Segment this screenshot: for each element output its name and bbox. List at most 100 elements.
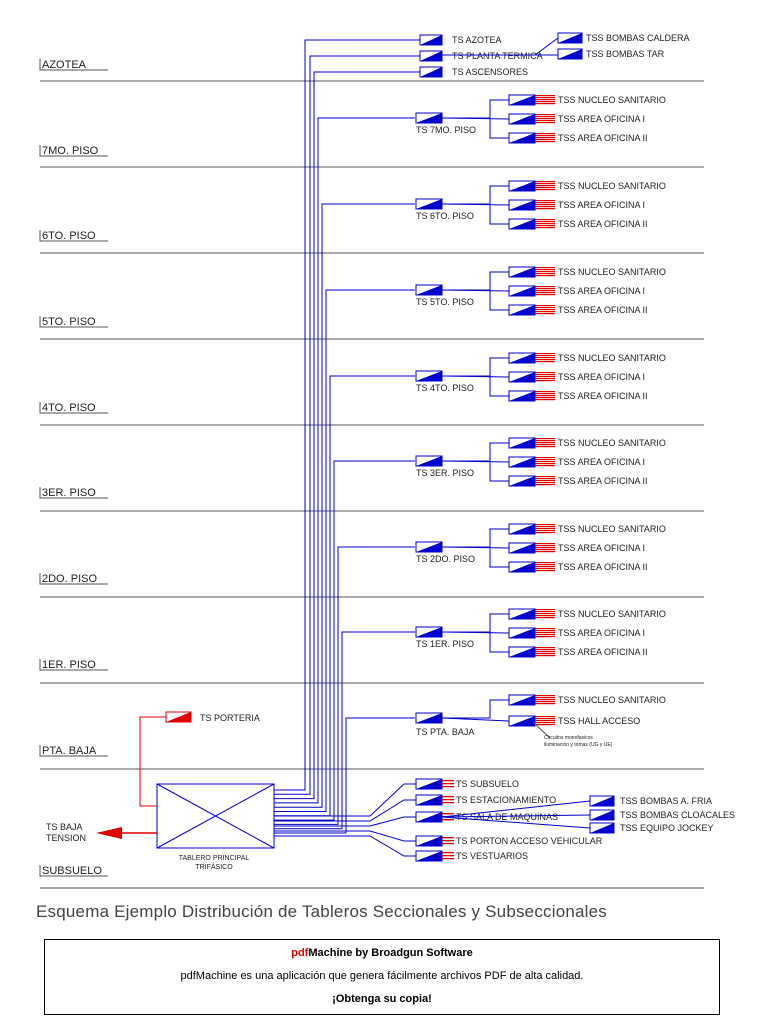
floor-label-bracket-4to xyxy=(39,402,108,414)
sub-board-caldera-label: TSS BOMBAS CALDERA xyxy=(586,33,690,43)
riser-6to xyxy=(274,203,415,808)
riser-2do xyxy=(274,546,415,825)
floor-6-feed-b xyxy=(441,631,510,634)
floor-3-sub-2-stripe xyxy=(535,395,555,397)
sub-board-tar-fill xyxy=(558,49,582,59)
floor-1-sub-label-2: TSS AREA OFICINA II xyxy=(558,219,648,229)
floor-6-feed-a xyxy=(442,613,509,633)
floor-board-3 xyxy=(415,370,443,382)
floor-5-sub-1-stripe xyxy=(535,551,555,553)
floor-0-sub-0-stripe xyxy=(535,101,555,103)
floor-2-feed-a xyxy=(442,271,509,291)
floor-1-sub-0-stripe xyxy=(535,181,555,183)
banner-title: pdfMachine by Broadgun Software xyxy=(45,947,719,959)
floor-6-sub-2-stripe xyxy=(535,651,555,653)
floor-3-sub-2-stripe xyxy=(535,393,555,395)
floor-2-sub-1-box-fill xyxy=(509,286,535,296)
floor-board-label-3: TS 4TO. PISO xyxy=(416,383,474,393)
floor-3-sub-1-stripe xyxy=(535,374,555,376)
low-voltage-arrow-icon xyxy=(96,827,122,839)
floor-0-sub-0-stripe xyxy=(535,103,555,105)
floor-2-sub-0-stripe xyxy=(535,267,555,269)
floor-1-sub-1-stripe xyxy=(535,208,555,210)
floor-1-sub-0-box xyxy=(508,180,536,192)
basement-feed-2 xyxy=(274,816,416,827)
basement-board-stripe-2 xyxy=(442,819,454,821)
maquinas-feed-1 xyxy=(441,814,591,818)
ground-sub-0-stripe xyxy=(535,703,555,705)
basement-board-2-fill xyxy=(416,812,442,822)
floor-board-2-fill xyxy=(416,285,442,295)
floor-3-sub-0-stripe xyxy=(535,357,555,359)
ground-board-label: TS PTA. BAJA xyxy=(416,727,474,737)
basement-board-label-2: TS SALA DE MAQUINAS xyxy=(456,812,558,822)
floor-label-3er: 3ER. PISO xyxy=(42,487,96,499)
floor-4-sub-0-stripe xyxy=(535,440,555,442)
floor-5-sub-1-stripe xyxy=(535,547,555,549)
floor-2-sub-0-box-fill xyxy=(509,267,535,277)
floor-6-sub-0-stripe xyxy=(535,613,555,615)
floor-6-sub-1-stripes xyxy=(535,628,555,638)
floor-label-azotea: AZOTEA xyxy=(42,59,87,71)
floor-3-sub-label-2: TSS AREA OFICINA II xyxy=(558,391,648,401)
floor-5-sub-0-stripe xyxy=(535,526,555,528)
floor-board-6-fill xyxy=(416,627,442,637)
floor-4-sub-0-box xyxy=(508,437,536,449)
floor-1-sub-2-stripe xyxy=(535,227,555,229)
floor-1-sub-label-1: TSS AREA OFICINA I xyxy=(558,200,645,210)
ground-sub-label-1: TSS HALL ACCESO xyxy=(558,716,640,726)
floor-0-sub-1-stripe xyxy=(535,120,555,122)
porteria-panel-fill xyxy=(166,712,191,722)
floor-board-5-fill xyxy=(416,542,442,552)
floor-4-sub-2-stripe xyxy=(535,482,555,484)
floor-1-sub-2-stripe xyxy=(535,225,555,227)
basement-board-stripe-1 xyxy=(442,802,454,804)
floor-board-label-1: TS 6TO. PISO xyxy=(416,211,474,221)
floor-4-sub-1-stripe xyxy=(535,461,555,463)
floor-3-sub-0-stripe xyxy=(535,361,555,363)
floor-5-sub-0-stripe xyxy=(535,530,555,532)
basement-board-label-0: TS SUBSUELO xyxy=(456,779,519,789)
floor-4-sub-2-stripe xyxy=(535,480,555,482)
floor-3-sub-0-stripes xyxy=(535,353,555,363)
basement-feed-0 xyxy=(274,783,416,817)
floor-4-feed-b xyxy=(441,460,510,463)
floor-0-sub-1-stripe xyxy=(535,114,555,116)
ground-sub-1-stripe xyxy=(535,718,555,720)
floor-6-sub-2-stripe xyxy=(535,649,555,651)
floor-0-sub-0-stripe xyxy=(535,95,555,97)
floor-5-sub-2-box xyxy=(508,561,536,573)
floor-3-sub-label-0: TSS NUCLEO SANITARIO xyxy=(558,353,666,363)
floor-1-sub-2-box-fill xyxy=(509,219,535,229)
riser-1er xyxy=(274,631,415,830)
floor-label-7mo: 7MO. PISO xyxy=(42,145,99,157)
ground-note-1: Circuitos monofasicos xyxy=(544,735,593,741)
floor-board-2 xyxy=(415,284,443,296)
floor-3-sub-0-stripe xyxy=(535,359,555,361)
maquinas-feed-0 xyxy=(441,800,591,818)
floor-5-sub-1-box-fill xyxy=(509,543,535,553)
riser-5to xyxy=(274,289,415,812)
floor-6-sub-2-box xyxy=(508,646,536,658)
floor-6-sub-2-stripe xyxy=(535,655,555,657)
floor-4-sub-label-2: TSS AREA OFICINA II xyxy=(558,476,648,486)
floor-0-sub-1-stripe xyxy=(535,122,555,124)
floor-1-sub-2-stripes xyxy=(535,219,555,229)
maquinas-sub-label-0: TSS BOMBAS A. FRIA xyxy=(620,796,712,806)
basement-board-stripe-2 xyxy=(442,813,454,815)
floor-0-sub-0-stripe xyxy=(535,97,555,99)
ground-feed-a xyxy=(442,699,509,719)
floor-0-sub-0-box xyxy=(508,94,536,106)
main-panel-label-2: TRIFÁSICO xyxy=(195,862,233,871)
floor-0-feed-b xyxy=(441,117,510,120)
floor-board-4 xyxy=(415,455,443,467)
basement-board-stripe-0 xyxy=(442,780,454,782)
azotea-board-label-2: TS ASCENSORES xyxy=(452,67,528,77)
porteria-panel xyxy=(165,711,192,723)
floor-3-sub-0-box xyxy=(508,352,536,364)
floor-label-1er: 1ER. PISO xyxy=(42,659,96,671)
floor-2-sub-1-stripe xyxy=(535,292,555,294)
floor-6-sub-label-1: TSS AREA OFICINA I xyxy=(558,628,645,638)
ground-note-leader xyxy=(532,721,551,739)
floor-1-sub-1-box-fill xyxy=(509,200,535,210)
